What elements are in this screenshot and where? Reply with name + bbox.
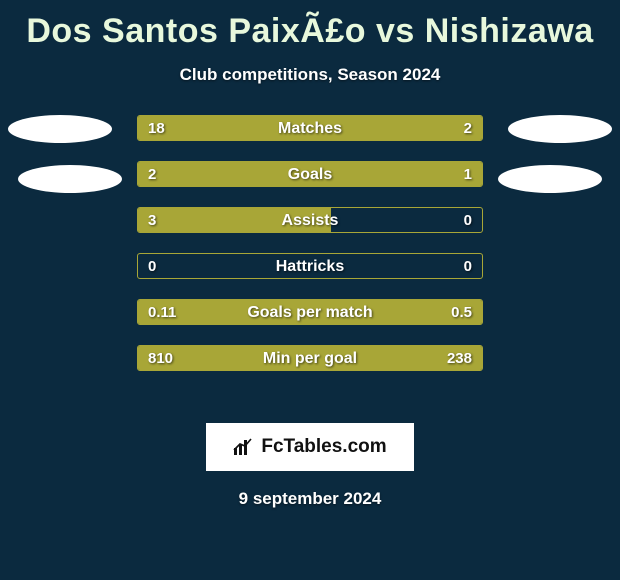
stat-row: 810238Min per goal — [137, 345, 483, 371]
comparison-chart: 182Matches 21Goals 30Assists 00Hattricks 0.1… — [0, 115, 620, 415]
stat-row: 182Matches — [137, 115, 483, 141]
stat-row: 30Assists — [137, 207, 483, 233]
club-badge-placeholder — [498, 165, 602, 193]
stat-label: Assists — [138, 208, 482, 233]
stat-label: Min per goal — [138, 346, 482, 371]
club-badge-placeholder — [18, 165, 122, 193]
stat-label: Goals per match — [138, 300, 482, 325]
date-label: 9 september 2024 — [0, 489, 620, 509]
logo-text: FcTables.com — [261, 436, 386, 458]
stat-row: 00Hattricks — [137, 253, 483, 279]
chart-icon — [233, 438, 255, 456]
page-title: Dos Santos PaixÃ£o vs Nishizawa — [0, 0, 620, 51]
stat-label: Hattricks — [138, 254, 482, 279]
stat-row: 0.110.5Goals per match — [137, 299, 483, 325]
stat-label: Matches — [138, 116, 482, 141]
stat-label: Goals — [138, 162, 482, 187]
club-badge-placeholder — [508, 115, 612, 143]
club-badge-placeholder — [8, 115, 112, 143]
subtitle: Club competitions, Season 2024 — [0, 65, 620, 85]
fctables-logo: FcTables.com — [206, 423, 414, 471]
stat-row: 21Goals — [137, 161, 483, 187]
